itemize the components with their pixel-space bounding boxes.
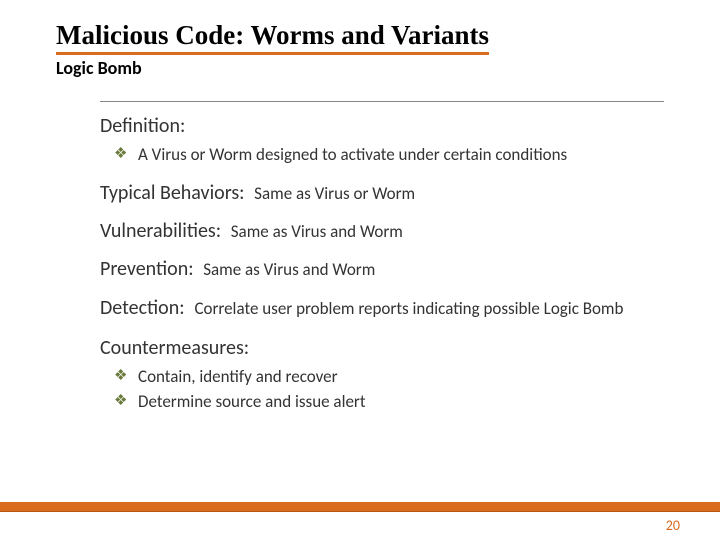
slide-title: Malicious Code: Worms and Variants — [56, 20, 489, 55]
list-item: Determine source and issue alert — [114, 391, 664, 414]
section-countermeasures: Countermeasures: Contain, identify and r… — [100, 336, 664, 414]
divider — [100, 101, 664, 102]
label-typical-behaviors: Typical Behaviors: — [100, 181, 245, 205]
label-detection: Detection: — [100, 296, 185, 320]
section-definition: Definition: A Virus or Worm designed to … — [100, 114, 664, 167]
slide-content: Definition: A Virus or Worm designed to … — [100, 114, 664, 414]
text-prevention: Same as Virus and Worm — [203, 259, 375, 280]
section-vulnerabilities: Vulnerabilities: Same as Virus and Worm — [100, 219, 664, 243]
slide-subtitle: Logic Bomb — [56, 57, 664, 79]
footer-bar — [0, 502, 720, 512]
label-definition: Definition: — [100, 114, 185, 138]
text-detection: Correlate user problem reports indicatin… — [194, 298, 623, 319]
list-item: A Virus or Worm designed to activate und… — [114, 144, 664, 167]
slide: Malicious Code: Worms and Variants Logic… — [0, 0, 720, 540]
section-prevention: Prevention: Same as Virus and Worm — [100, 257, 664, 281]
label-vulnerabilities: Vulnerabilities: — [100, 219, 221, 243]
label-prevention: Prevention: — [100, 257, 194, 281]
text-typical-behaviors: Same as Virus or Worm — [254, 183, 415, 204]
list-item: Contain, identify and recover — [114, 366, 664, 389]
bullets-countermeasures: Contain, identify and recover Determine … — [114, 366, 664, 414]
label-countermeasures: Countermeasures: — [100, 336, 249, 360]
bullets-definition: A Virus or Worm designed to activate und… — [114, 144, 664, 167]
page-number: 20 — [666, 517, 680, 534]
section-typical-behaviors: Typical Behaviors: Same as Virus or Worm — [100, 181, 664, 205]
section-detection: Detection: Correlate user problem report… — [100, 295, 664, 322]
text-vulnerabilities: Same as Virus and Worm — [231, 221, 403, 242]
